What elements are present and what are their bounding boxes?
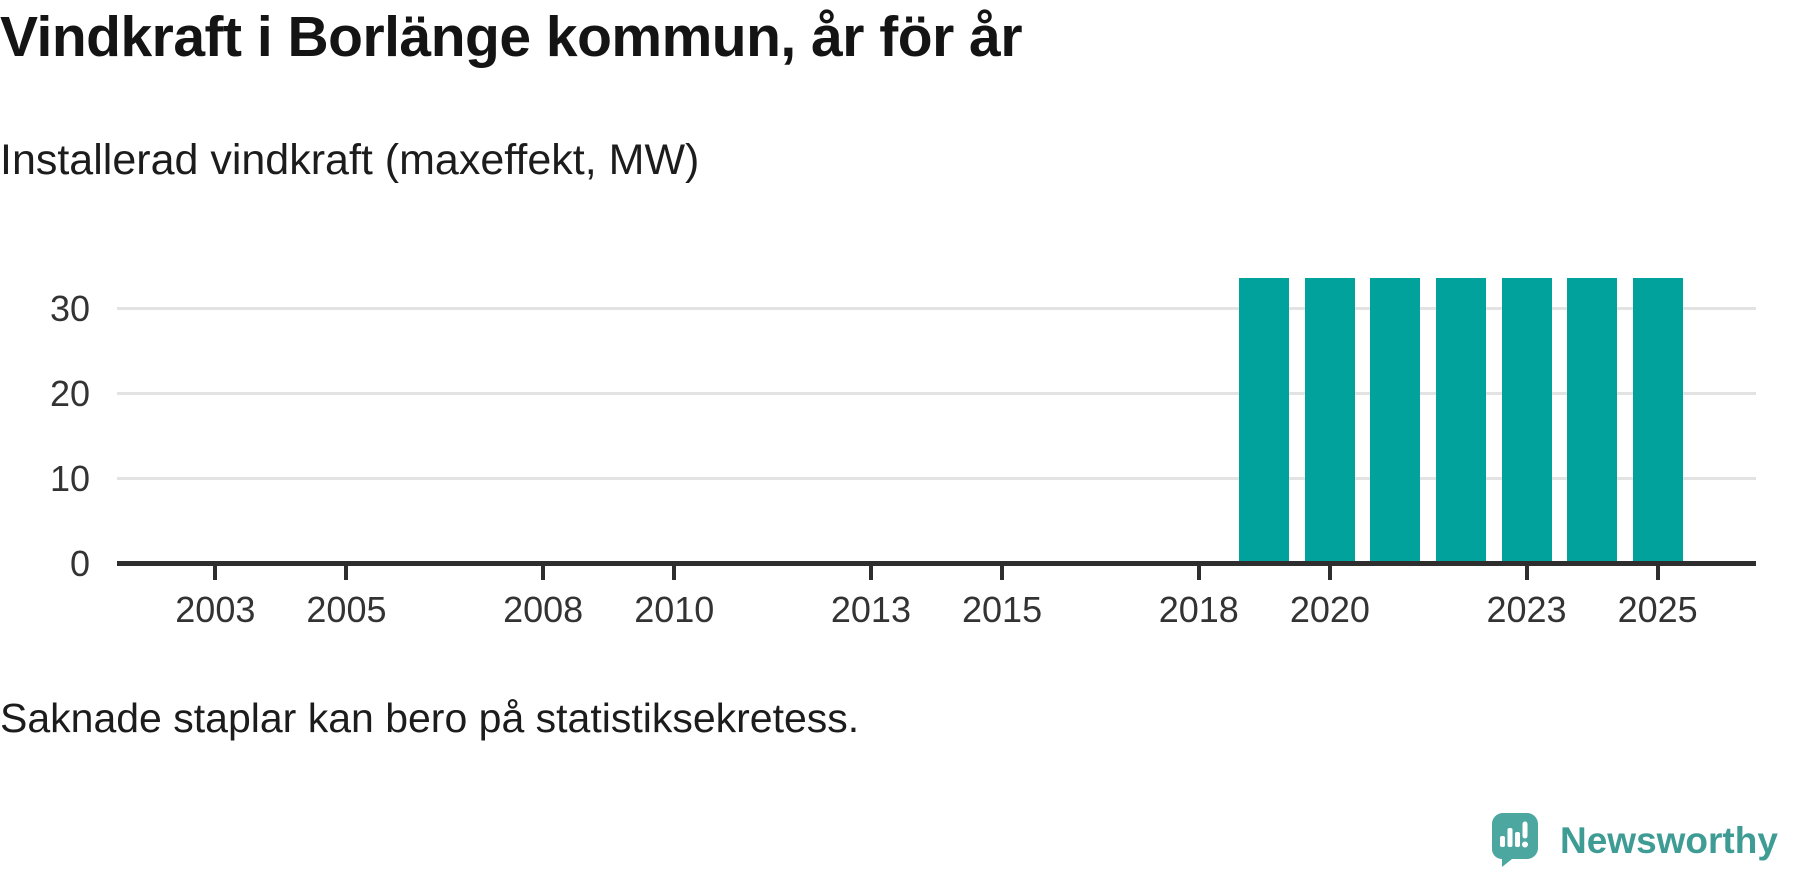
chart-subtitle: Installerad vindkraft (maxeffekt, MW) — [0, 136, 700, 184]
x-tick-label-2015: 2015 — [962, 589, 1043, 630]
x-tick-label-2008: 2008 — [503, 589, 584, 630]
bar-2022 — [1436, 278, 1486, 561]
gridline-10 — [117, 477, 1756, 480]
bar-2019 — [1239, 278, 1289, 561]
y-tick-label-30: 30 — [49, 287, 90, 329]
x-tick-2025 — [1655, 564, 1660, 580]
bar-2025 — [1633, 278, 1683, 561]
x-tick-2008 — [541, 564, 546, 580]
x-tick-2010 — [672, 564, 677, 580]
newsworthy-wordmark: Newsworthy — [1560, 819, 1778, 861]
x-tick-2003 — [213, 564, 218, 580]
x-tick-2013 — [868, 564, 873, 580]
x-tick-2020 — [1327, 564, 1332, 580]
x-tick-label-2005: 2005 — [306, 589, 387, 630]
x-tick-label-2020: 2020 — [1289, 589, 1370, 630]
y-tick-label-20: 20 — [49, 372, 90, 414]
bar-2021 — [1370, 278, 1420, 561]
newsworthy-logo-icon — [1492, 813, 1538, 867]
y-tick-label-0: 0 — [69, 542, 90, 584]
bar-2023 — [1502, 278, 1552, 561]
chart-title: Vindkraft i Borlänge kommun, år för år — [0, 5, 1023, 69]
x-tick-label-2003: 2003 — [175, 589, 256, 630]
x-tick-2018 — [1196, 564, 1201, 580]
gridline-30 — [117, 307, 1756, 310]
bar-2024 — [1567, 278, 1617, 561]
y-tick-label-10: 10 — [49, 457, 90, 499]
gridline-20 — [117, 392, 1756, 395]
newsworthy-branding: Newsworthy — [1492, 813, 1778, 867]
chart-footnote: Saknade staplar kan bero på statistiksek… — [0, 695, 860, 741]
x-tick-2015 — [1000, 564, 1005, 580]
x-tick-label-2010: 2010 — [634, 589, 715, 630]
x-axis-line — [117, 561, 1756, 566]
x-tick-label-2023: 2023 — [1486, 589, 1567, 630]
bar-2020 — [1305, 278, 1355, 561]
x-tick-label-2013: 2013 — [830, 589, 911, 630]
x-tick-2023 — [1524, 564, 1529, 580]
x-tick-2005 — [344, 564, 349, 580]
x-tick-label-2018: 2018 — [1158, 589, 1239, 630]
x-tick-label-2025: 2025 — [1617, 589, 1698, 630]
